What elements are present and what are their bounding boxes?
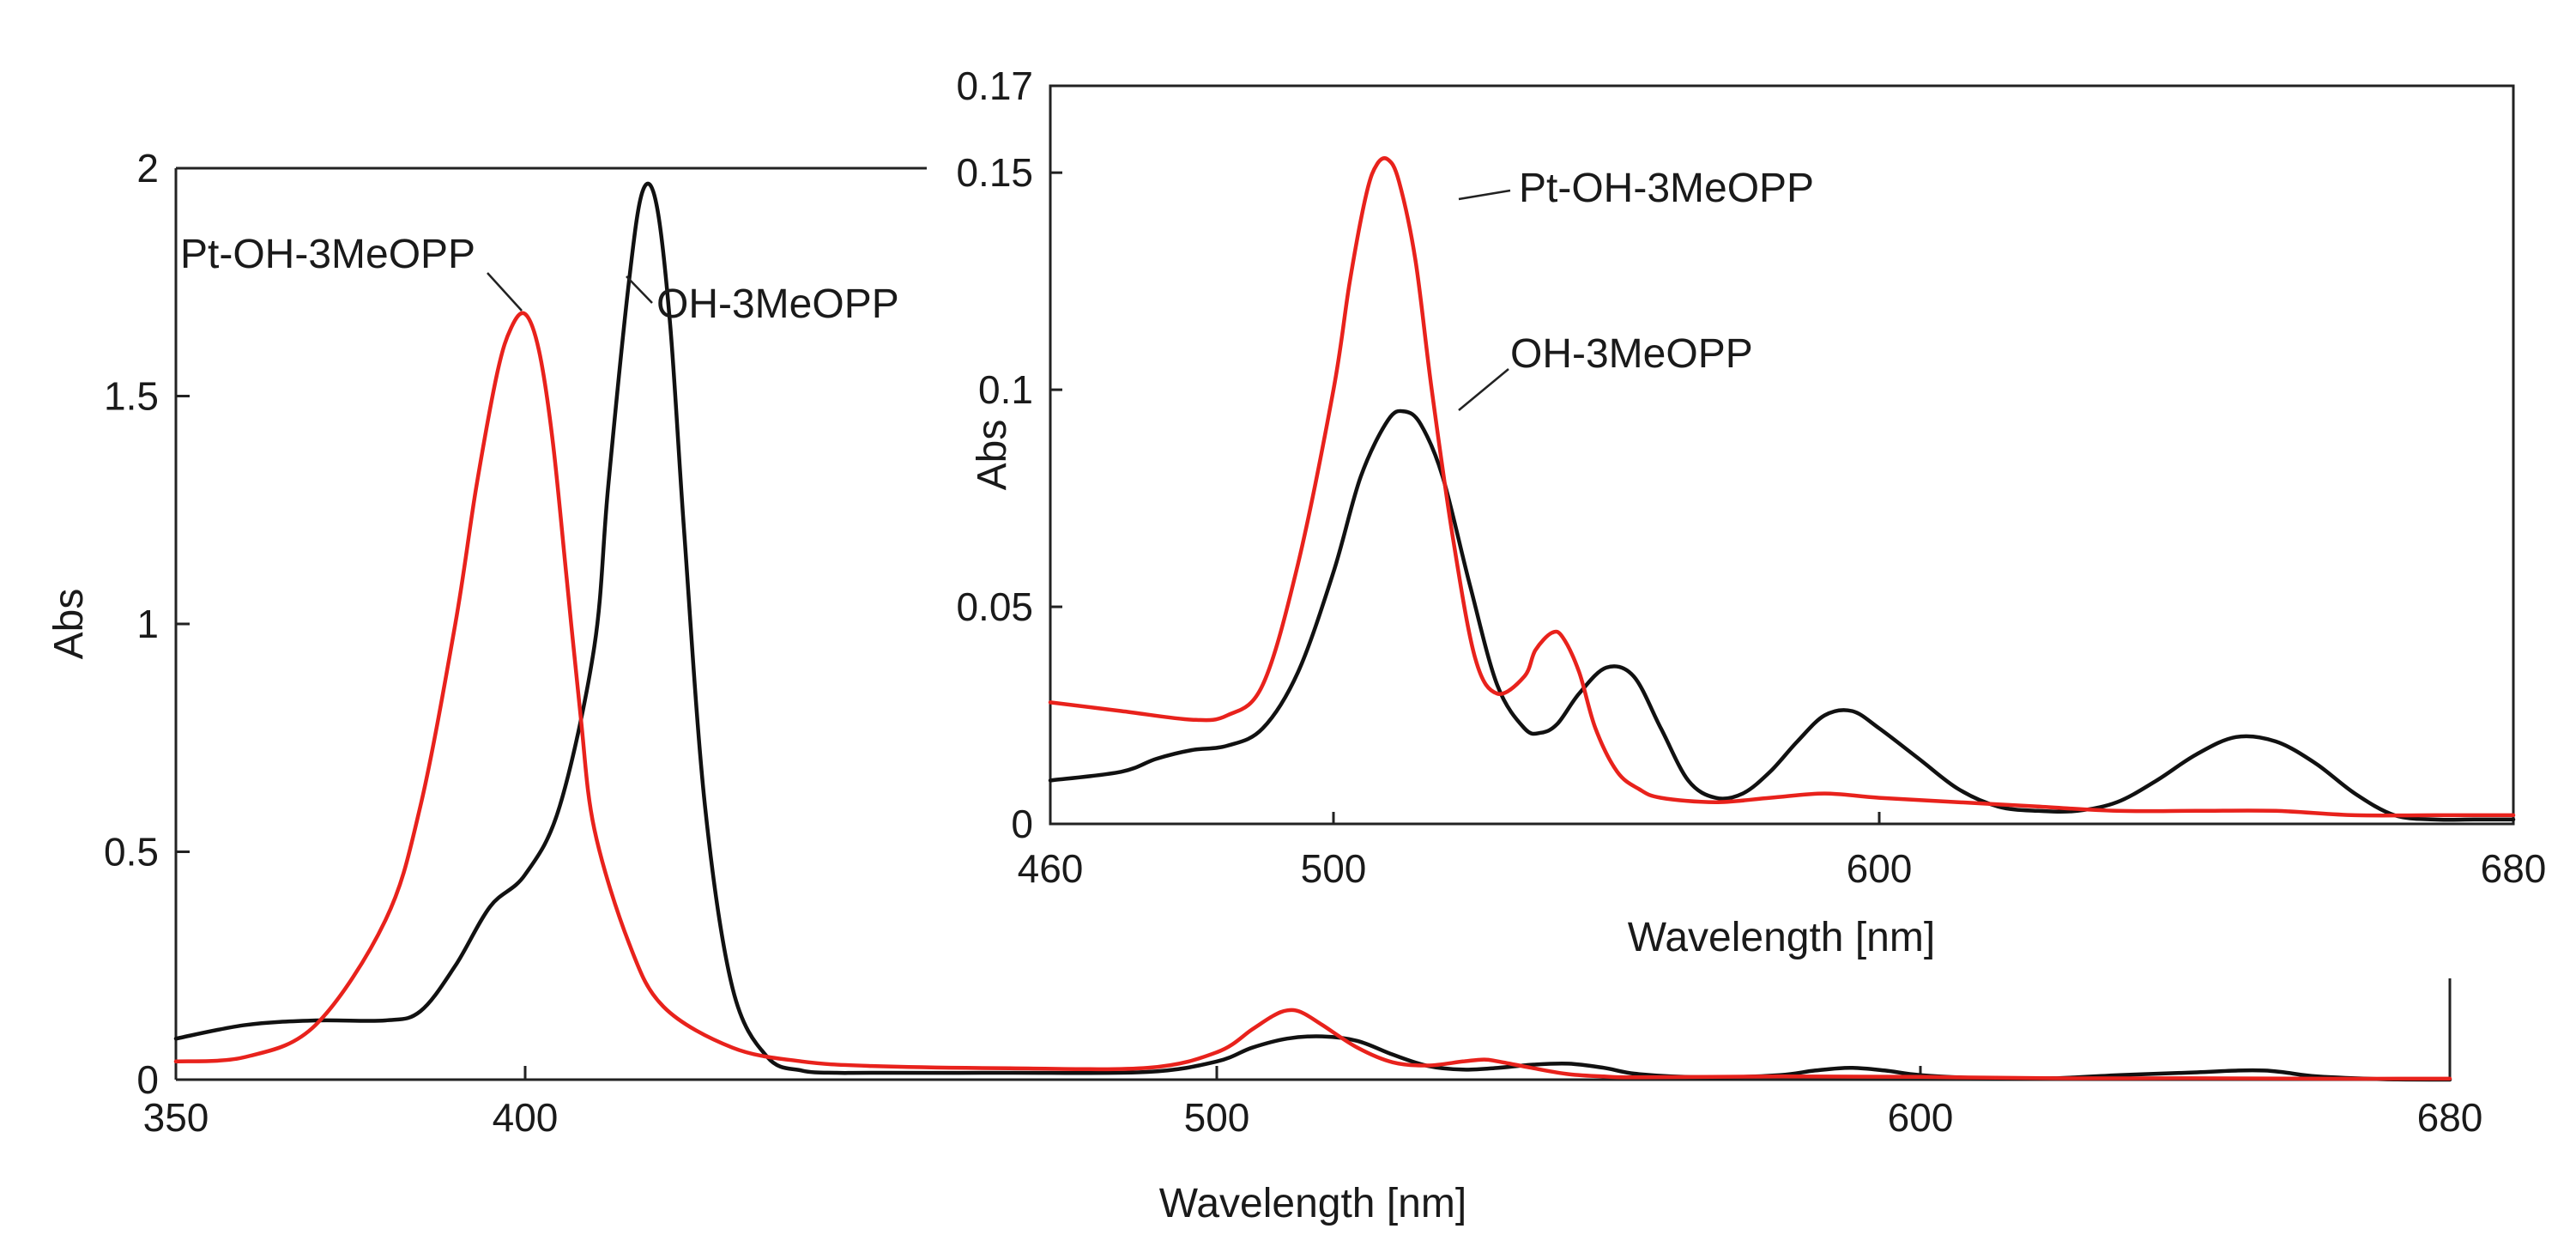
inset-series-oh-3meopp	[1048, 409, 2516, 822]
inset-y-tick-label: 0	[1011, 802, 1033, 846]
main-x-tick-label: 500	[1184, 1095, 1250, 1140]
inset-x-tick-label: 500	[1301, 846, 1367, 891]
main-y-tick-label: 1.5	[104, 374, 159, 419]
main-x-tick-label: 400	[493, 1095, 559, 1140]
inset-annotation-oh: OH-3MeOPP	[1510, 331, 1753, 377]
main-x-ticks: 350 400 500 600 680	[143, 1066, 2483, 1140]
main-y-tick-label: 2	[136, 146, 159, 191]
inset-annotation-pt-leader	[1458, 189, 1511, 201]
inset-chart: 460 500 600 680 0 0.05 0.1 0.15 0.17 Pt-OH-3MeO…	[956, 64, 2546, 960]
inset-x-ticks: 460 500 600 680	[1018, 812, 2547, 891]
main-annotation-oh-leader	[626, 275, 653, 304]
main-y-tick-label: 1	[136, 602, 159, 646]
main-x-tick-label: 350	[143, 1095, 209, 1140]
main-x-tick-label: 600	[1888, 1095, 1954, 1140]
main-chart: 350 400 500 600 680 0 0.5 1 1.5 2 Pt-OH-3MeOPP O…	[46, 146, 2482, 1226]
main-x-tick-label: 680	[2417, 1095, 2483, 1140]
main-annotation-pt: Pt-OH-3MeOPP	[180, 232, 475, 277]
main-y-tick-label: 0	[136, 1057, 159, 1102]
inset-y-ticks: 0 0.05 0.1 0.15 0.17	[956, 64, 1062, 846]
main-x-axis-title: Wavelength [nm]	[1159, 1181, 1466, 1226]
inset-y-tick-label: 0.1	[978, 367, 1033, 412]
inset-x-tick-label: 460	[1018, 846, 1084, 891]
inset-y-tick-label: 0.17	[956, 64, 1033, 108]
main-annotation-oh: OH-3MeOPP	[656, 281, 899, 327]
inset-annotation-oh-leader	[1458, 368, 1509, 411]
main-y-axis-title: Abs	[46, 589, 92, 660]
inset-series-pt-oh-3meopp	[1048, 156, 2516, 818]
main-y-tick-label: 0.5	[104, 830, 159, 875]
inset-annotation-pt: Pt-OH-3MeOPP	[1519, 166, 1814, 211]
main-annotation-pt-leader	[487, 272, 523, 312]
inset-x-tick-label: 600	[1847, 846, 1913, 891]
main-y-ticks: 0 0.5 1 1.5 2	[104, 146, 190, 1102]
inset-y-tick-label: 0.15	[956, 150, 1033, 195]
inset-x-axis-title: Wavelength [nm]	[1628, 915, 1935, 960]
main-series-pt-oh-3meopp	[173, 311, 2452, 1081]
inset-frame	[1049, 84, 2515, 826]
inset-background	[1050, 86, 2513, 824]
inset-x-tick-label: 680	[2481, 846, 2547, 891]
inset-y-axis-title: Abs	[970, 420, 1015, 491]
inset-y-tick-label: 0.05	[956, 584, 1033, 629]
